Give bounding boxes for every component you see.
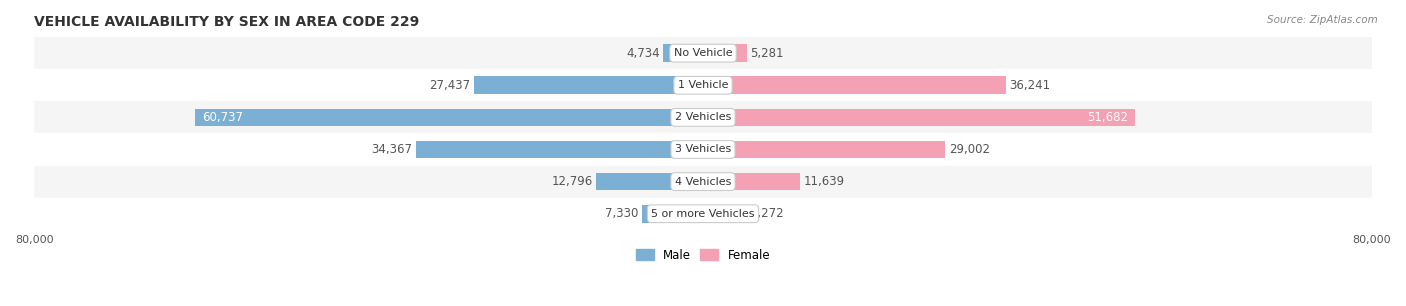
Bar <box>474 76 703 94</box>
Bar <box>703 109 1135 126</box>
Text: 5,281: 5,281 <box>751 47 785 60</box>
Bar <box>416 141 703 158</box>
Bar <box>195 109 703 126</box>
Text: 7,330: 7,330 <box>605 207 638 220</box>
Text: 27,437: 27,437 <box>429 79 471 92</box>
Bar <box>34 101 1372 133</box>
Bar <box>34 37 1372 69</box>
Bar <box>34 69 1372 101</box>
Text: 4,734: 4,734 <box>627 47 659 60</box>
Text: 3 Vehicles: 3 Vehicles <box>675 144 731 155</box>
Bar <box>34 133 1372 166</box>
Text: 51,682: 51,682 <box>1087 111 1128 124</box>
Text: 29,002: 29,002 <box>949 143 990 156</box>
Bar <box>664 44 703 62</box>
Text: 36,241: 36,241 <box>1010 79 1050 92</box>
Bar <box>641 205 703 222</box>
Bar <box>703 141 945 158</box>
Text: VEHICLE AVAILABILITY BY SEX IN AREA CODE 229: VEHICLE AVAILABILITY BY SEX IN AREA CODE… <box>34 15 419 29</box>
Text: 4 Vehicles: 4 Vehicles <box>675 177 731 187</box>
Text: 60,737: 60,737 <box>202 111 243 124</box>
Bar <box>703 173 800 190</box>
Text: 5,272: 5,272 <box>751 207 785 220</box>
Bar <box>596 173 703 190</box>
Legend: Male, Female: Male, Female <box>631 244 775 266</box>
Text: No Vehicle: No Vehicle <box>673 48 733 58</box>
Text: 11,639: 11,639 <box>804 175 845 188</box>
Text: 1 Vehicle: 1 Vehicle <box>678 80 728 90</box>
Text: 34,367: 34,367 <box>371 143 412 156</box>
Text: 5 or more Vehicles: 5 or more Vehicles <box>651 209 755 219</box>
Text: 12,796: 12,796 <box>551 175 593 188</box>
Text: 2 Vehicles: 2 Vehicles <box>675 112 731 122</box>
Bar <box>34 198 1372 230</box>
Bar <box>703 76 1005 94</box>
Bar <box>34 166 1372 198</box>
Bar <box>703 205 747 222</box>
Text: Source: ZipAtlas.com: Source: ZipAtlas.com <box>1267 15 1378 25</box>
Bar <box>703 44 747 62</box>
